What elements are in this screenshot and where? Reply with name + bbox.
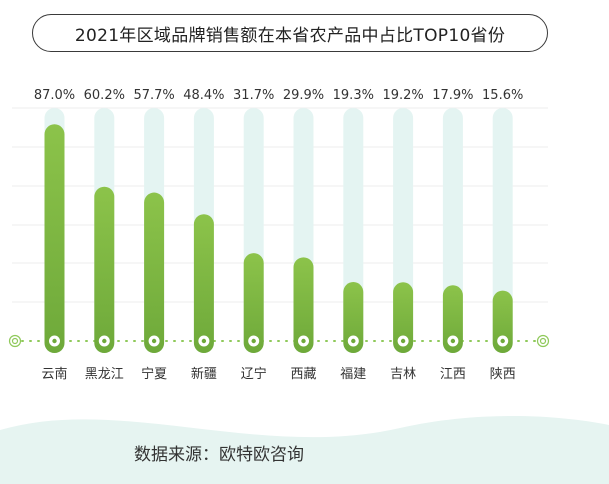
category-label: 江西 <box>440 367 466 382</box>
baseline-end-icon <box>536 334 550 348</box>
chart-title: 2021年区域品牌销售额在本省农产品中占比TOP10省份 <box>32 14 548 52</box>
source-note: 数据来源：欧特欧咨询 <box>134 445 304 465</box>
category-label: 辽宁 <box>241 366 267 382</box>
bar <box>44 124 65 353</box>
bar-marker-icon <box>151 338 157 344</box>
bar <box>243 253 264 353</box>
bar-marker-icon <box>102 338 107 344</box>
bar <box>442 285 463 353</box>
bar-marker-icon <box>301 338 306 344</box>
category-label: 福建 <box>340 367 366 382</box>
bar <box>343 282 364 353</box>
bar <box>492 290 513 353</box>
bar-marker-icon <box>52 338 57 344</box>
bar-chart: 87.0% 云南 60.2% 黑龙江 57.7% 宁夏 48.4% 新疆 31.7% 辽宁 29.9… <box>8 88 550 382</box>
data-label: 29.9% <box>283 88 324 103</box>
bar-marker-icon <box>400 338 406 344</box>
data-label: 15.6% <box>482 88 523 103</box>
category-label: 黑龙江 <box>85 367 124 382</box>
data-label: 57.7% <box>133 88 174 103</box>
baseline-end-icon <box>539 337 547 345</box>
bar <box>94 186 115 353</box>
data-label: 19.2% <box>382 88 423 103</box>
bar-marker-icon <box>450 338 456 344</box>
data-label: 17.9% <box>432 88 473 103</box>
baseline-end-icon <box>8 334 22 348</box>
bar-track <box>492 108 513 353</box>
data-label: 31.7% <box>233 88 274 103</box>
baseline-end-icon <box>11 337 19 345</box>
bar <box>393 282 414 353</box>
data-label: 48.4% <box>183 88 224 103</box>
bar-marker-icon <box>500 338 505 344</box>
category-label: 云南 <box>41 366 67 382</box>
category-label: 宁夏 <box>141 366 167 382</box>
bar <box>293 257 314 353</box>
category-label: 吉林 <box>390 367 416 382</box>
background-wave <box>0 415 609 484</box>
data-label: 87.0% <box>34 88 75 103</box>
bar-marker-icon <box>201 338 207 344</box>
category-label: 新疆 <box>191 366 217 382</box>
bar <box>144 192 165 353</box>
data-label: 19.3% <box>333 88 374 103</box>
bar <box>193 214 214 353</box>
category-label: 陕西 <box>490 367 516 382</box>
bar-marker-icon <box>351 338 356 344</box>
category-label: 西藏 <box>290 367 316 382</box>
data-label: 60.2% <box>84 88 125 103</box>
bar-marker-icon <box>251 338 256 344</box>
